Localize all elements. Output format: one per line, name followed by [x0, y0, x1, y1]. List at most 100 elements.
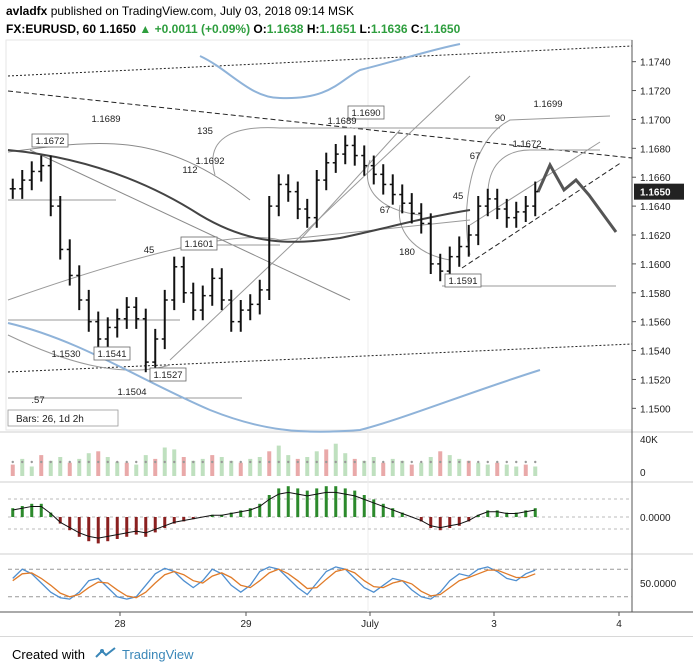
volume-bar[interactable] [390, 458, 395, 476]
osc-histogram-bar[interactable] [286, 486, 290, 517]
osc-histogram-bar[interactable] [362, 495, 366, 517]
bollinger-upper-band[interactable] [199, 43, 461, 100]
volume-bar[interactable] [362, 460, 367, 476]
osc-histogram-bar[interactable] [125, 517, 129, 537]
volume-bar[interactable] [143, 455, 148, 476]
volume-bar[interactable] [191, 460, 196, 476]
osc-histogram-bar[interactable] [210, 514, 214, 517]
volume-bar[interactable] [428, 457, 433, 476]
volume-bar[interactable] [48, 460, 53, 476]
volume-bar[interactable] [504, 464, 509, 476]
osc-histogram-bar[interactable] [505, 512, 509, 517]
stoch-line-k[interactable] [12, 566, 536, 600]
chart-canvas[interactable]: Bars: 26, 1d 2h 1.1672 1.1689 1.1692 1.1690… [0, 0, 693, 636]
osc-histogram-bar[interactable] [11, 508, 15, 517]
volume-bar[interactable] [409, 464, 414, 476]
volume-bar[interactable] [314, 451, 319, 476]
osc-histogram-bar[interactable] [296, 488, 300, 517]
volume-bar[interactable] [134, 464, 139, 476]
osc-histogram-bar[interactable] [438, 517, 442, 531]
volume-bar[interactable] [229, 460, 234, 476]
tradingview-brand-link[interactable]: TradingView [122, 647, 194, 662]
volume-bar[interactable] [495, 462, 500, 476]
volume-bar[interactable] [181, 457, 186, 476]
volume-bar[interactable] [286, 455, 291, 476]
volume-bar[interactable] [438, 451, 443, 476]
osc-histogram-bar[interactable] [106, 517, 110, 542]
osc-histogram-bar[interactable] [49, 512, 53, 517]
volume-bar[interactable] [523, 464, 528, 476]
volume-bar[interactable] [29, 466, 34, 477]
osc-histogram-bar[interactable] [191, 517, 195, 520]
volume-bar[interactable] [333, 443, 338, 476]
osc-histogram-bar[interactable] [400, 512, 404, 517]
osc-histogram-bar[interactable] [30, 503, 34, 517]
fib-arc-6[interactable] [487, 149, 600, 191]
volume-bar[interactable] [105, 457, 110, 476]
osc-histogram-bar[interactable] [229, 512, 233, 517]
volume-bar[interactable] [371, 457, 376, 476]
osc-histogram-bar[interactable] [134, 517, 138, 535]
moving-average-line[interactable] [7, 149, 471, 243]
osc-histogram-bar[interactable] [248, 508, 252, 517]
volume-bar[interactable] [257, 457, 262, 476]
volume-bar[interactable] [86, 453, 91, 476]
volume-bar[interactable] [219, 457, 224, 476]
fib-arc-2[interactable] [212, 127, 500, 176]
volume-bar[interactable] [248, 458, 253, 476]
osc-histogram-bar[interactable] [305, 490, 309, 517]
volume-bar[interactable] [10, 464, 15, 476]
osc-histogram-bar[interactable] [495, 510, 499, 517]
volume-bar[interactable] [210, 455, 215, 476]
osc-histogram-bar[interactable] [96, 517, 100, 544]
osc-histogram-bar[interactable] [144, 517, 148, 537]
osc-histogram-bar[interactable] [381, 503, 385, 517]
symbol-name[interactable]: FX:EURUSD, 60 [6, 22, 97, 36]
osc-histogram-bar[interactable] [277, 488, 281, 517]
fib-arc-5[interactable] [465, 115, 611, 256]
osc-histogram-bar[interactable] [524, 510, 528, 517]
osc-histogram-bar[interactable] [58, 517, 62, 524]
author-name[interactable]: avladfx [6, 4, 48, 18]
trend-line-b[interactable] [29, 149, 351, 301]
volume-bar[interactable] [238, 462, 243, 476]
osc-histogram-bar[interactable] [533, 508, 537, 517]
osc-histogram-bar[interactable] [514, 512, 518, 517]
volume-bar[interactable] [352, 458, 357, 476]
volume-bar[interactable] [533, 466, 538, 477]
osc-histogram-bar[interactable] [267, 495, 271, 517]
osc-histogram-bar[interactable] [20, 506, 24, 517]
volume-bar[interactable] [447, 455, 452, 476]
volume-bar[interactable] [58, 457, 63, 476]
info-box[interactable]: Bars: 26, 1d 2h [7, 409, 119, 427]
volume-bar[interactable] [200, 458, 205, 476]
osc-histogram-bar[interactable] [343, 488, 347, 517]
osc-histogram-bar[interactable] [353, 490, 357, 517]
osc-histogram-bar[interactable] [486, 510, 490, 517]
osc-histogram-bar[interactable] [391, 508, 395, 517]
osc-histogram-bar[interactable] [448, 517, 452, 528]
osc-histogram-bar[interactable] [220, 514, 224, 517]
volume-bar[interactable] [267, 451, 272, 476]
osc-histogram-bar[interactable] [324, 486, 328, 517]
volume-bar[interactable] [381, 462, 386, 476]
osc-signal-line[interactable] [12, 491, 536, 539]
trend-line-a[interactable] [7, 142, 251, 201]
osc-histogram-bar[interactable] [163, 517, 167, 528]
volume-bar[interactable] [153, 458, 158, 476]
osc-histogram-bar[interactable] [258, 503, 262, 517]
osc-histogram-bar[interactable] [77, 517, 81, 537]
volume-bar[interactable] [400, 460, 405, 476]
osc-histogram-bar[interactable] [315, 488, 319, 517]
osc-histogram-bar[interactable] [419, 517, 423, 522]
osc-histogram-bar[interactable] [334, 486, 338, 517]
volume-bar[interactable] [39, 455, 44, 476]
osc-histogram-bar[interactable] [457, 517, 461, 526]
resistance-dashed-line[interactable] [7, 90, 633, 159]
lower-channel-line[interactable] [7, 343, 633, 373]
fib-arc-3[interactable] [366, 159, 421, 216]
volume-bar[interactable] [305, 457, 310, 476]
upper-channel-line[interactable] [7, 45, 633, 77]
volume-bar[interactable] [77, 458, 82, 476]
osc-histogram-bar[interactable] [467, 517, 471, 522]
